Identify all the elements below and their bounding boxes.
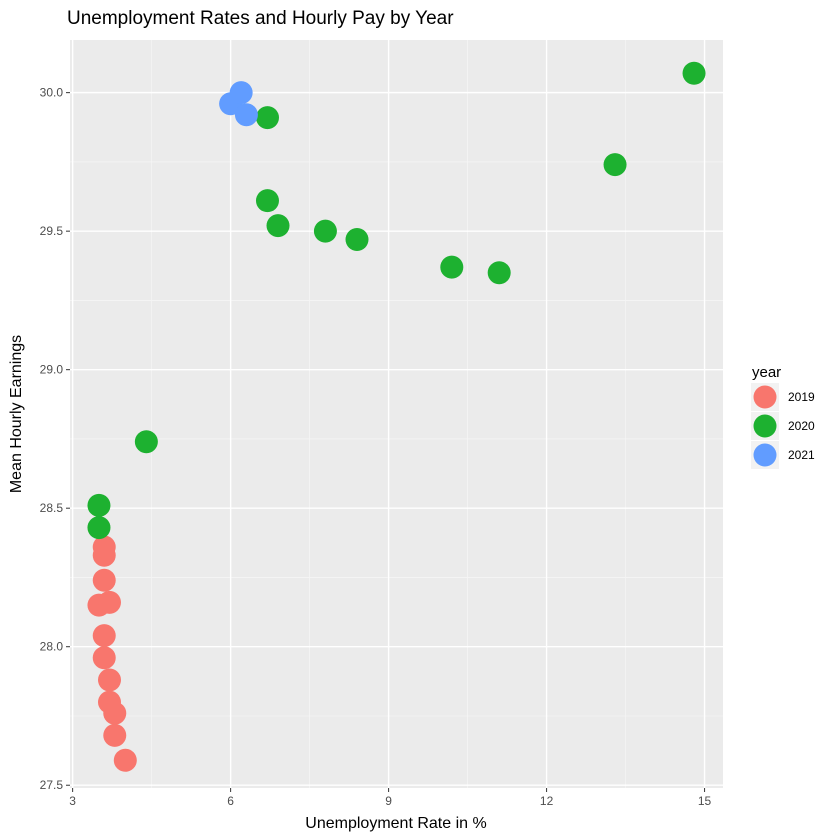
point-2019 [103,723,127,747]
y-tick-label: 28.5 [40,501,64,515]
point-2019 [92,535,116,559]
x-axis-title: Unemployment Rate in % [305,815,486,832]
x-tick-label: 3 [69,794,76,808]
point-2020 [345,227,369,251]
point-2019 [92,646,116,670]
point-2020 [682,61,706,85]
legend-marker-2021 [753,443,777,467]
x-tick-label: 9 [385,794,392,808]
point-2020 [255,189,279,213]
legend-marker-2020 [753,414,777,438]
y-tick-label: 29.5 [40,224,64,238]
legend: year 2019 2020 2021 [751,364,815,469]
point-2020 [255,106,279,130]
x-tick-label: 6 [227,794,234,808]
point-2020 [603,153,627,177]
chart-title: Unemployment Rates and Hourly Pay by Yea… [67,8,454,29]
x-tick-label: 15 [698,794,712,808]
legend-title: year [752,364,781,381]
point-2019 [113,748,137,772]
y-tick-label: 29.0 [40,363,64,377]
point-2019 [92,624,116,648]
legend-label-2020: 2020 [788,419,815,433]
point-2019 [92,568,116,592]
point-2020 [134,430,158,454]
point-2019 [97,590,121,614]
y-tick-label: 30.0 [40,86,64,100]
point-2019 [97,668,121,692]
y-tick-label: 28.0 [40,640,64,654]
point-2021 [229,81,253,105]
y-tick-label: 27.5 [40,778,64,792]
legend-marker-2019 [753,385,777,409]
point-2020 [87,493,111,517]
point-2020 [440,255,464,279]
point-2019 [97,690,121,714]
point-2020 [87,516,111,540]
x-tick-label: 12 [540,794,554,808]
y-axis-title: Mean Hourly Earnings [8,335,25,493]
point-2020 [266,214,290,238]
data-points [87,61,706,772]
legend-label-2019: 2019 [788,390,815,404]
legend-label-2021: 2021 [788,448,815,462]
x-axis-ticks: 3 6 9 12 15 [69,788,712,808]
major-gridlines [70,40,723,788]
plot-panel [70,40,723,788]
point-2021 [234,103,258,127]
point-2020 [313,219,337,243]
y-axis-ticks: 27.5 28.0 28.5 29.0 29.5 30.0 [40,86,70,792]
point-2020 [487,261,511,285]
